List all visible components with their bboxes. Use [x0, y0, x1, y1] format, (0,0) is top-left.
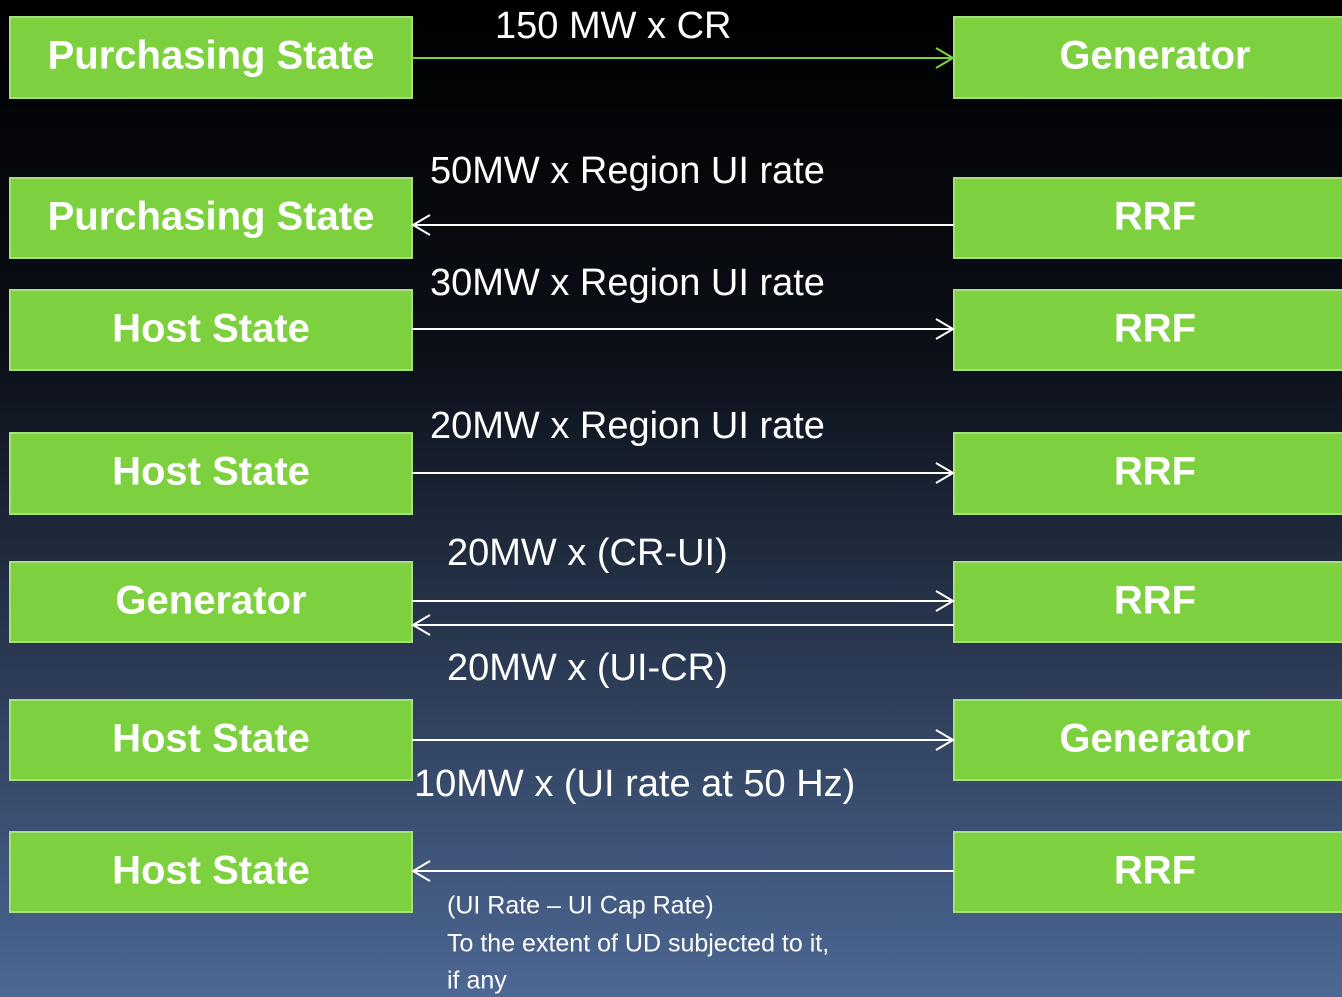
box — [9, 177, 413, 259]
box-label: RRF — [1114, 579, 1196, 623]
flow-label: 20MW x Region UI rate — [430, 405, 825, 447]
box-label: Generator — [1059, 717, 1250, 761]
flow-label: 10MW x (UI rate at 50 Hz) — [414, 763, 855, 805]
box-label: Host State — [112, 450, 310, 494]
box — [953, 177, 1342, 259]
arrow — [412, 47, 955, 69]
box-label: Host State — [112, 849, 310, 893]
box-label: RRF — [1114, 849, 1196, 893]
box-label: Host State — [112, 717, 310, 761]
box-label: Purchasing State — [48, 195, 375, 239]
arrow — [412, 590, 955, 612]
box-label: Generator — [115, 579, 306, 623]
box-label: RRF — [1114, 195, 1196, 239]
flow-label: 150 MW x CR — [495, 5, 731, 47]
arrow — [412, 318, 955, 340]
arrow — [412, 729, 955, 751]
box — [953, 289, 1342, 371]
arrow — [411, 214, 954, 236]
flow-label: 20MW x (CR-UI) — [447, 532, 728, 574]
arrow — [411, 614, 954, 636]
flow-label: 30MW x Region UI rate — [430, 262, 825, 304]
box — [953, 561, 1342, 643]
box-label: Purchasing State — [48, 34, 375, 78]
box-label: RRF — [1114, 450, 1196, 494]
arrow — [411, 860, 954, 882]
box — [9, 561, 413, 643]
note-line: if any — [447, 967, 507, 995]
box-label: Host State — [112, 307, 310, 351]
box-label: Generator — [1059, 34, 1250, 78]
box — [9, 432, 413, 515]
box — [9, 289, 413, 371]
box-label: RRF — [1114, 307, 1196, 351]
arrow — [412, 462, 955, 484]
note-line: To the extent of UD subjected to it, — [447, 930, 829, 958]
note-line: (UI Rate – UI Cap Rate) — [447, 892, 714, 920]
box — [953, 432, 1342, 515]
box — [9, 831, 413, 913]
box — [953, 16, 1342, 99]
box — [9, 16, 413, 99]
flow-label: 50MW x Region UI rate — [430, 150, 825, 192]
flow-label: 20MW x (UI-CR) — [447, 647, 728, 689]
